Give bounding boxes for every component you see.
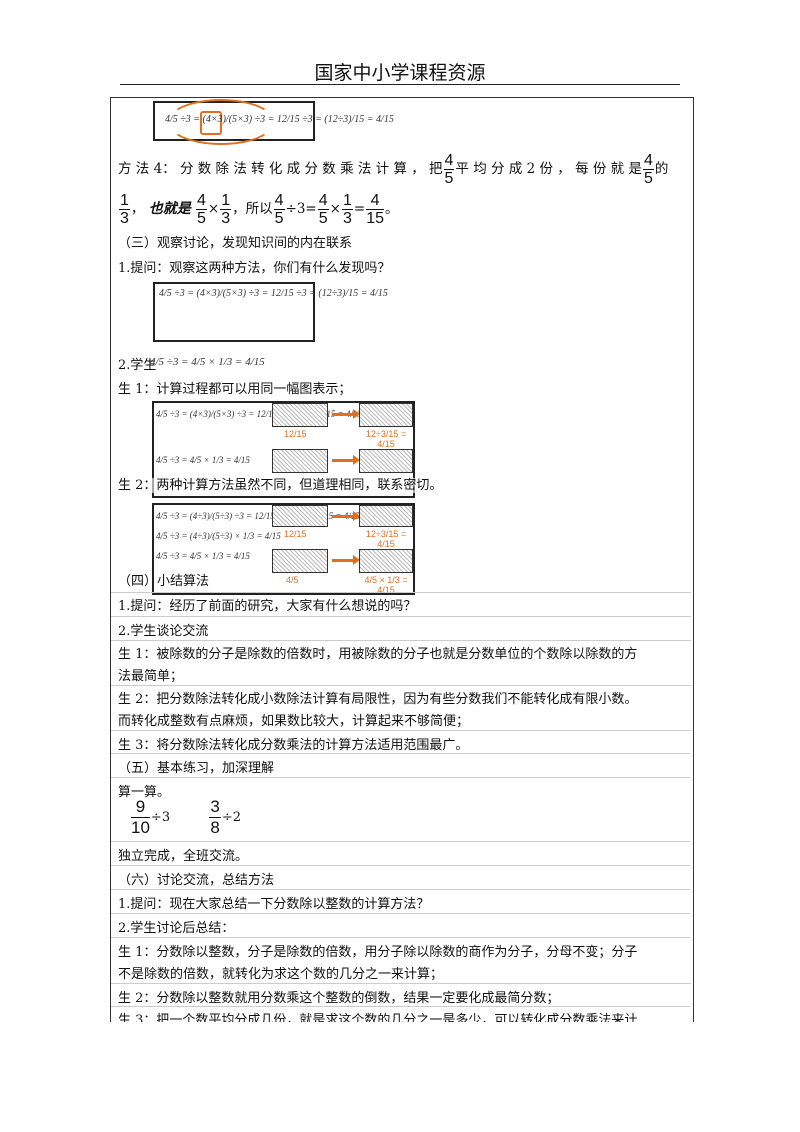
- handwritten-formula: 4/5 ÷3 = 4/5 × 1/3 = 4/15: [156, 455, 250, 465]
- text-line: 生 2：两种计算方法虽然不同，但道理相同，联系密切。: [118, 478, 443, 493]
- text-line: 生 3：将分数除法转化成分数乘法的计算方法适用范围最广。: [118, 738, 469, 753]
- fraction-label: 12÷3/15 = 4/15: [365, 529, 407, 549]
- method4-line2: 1 3， 也就是 4 5 × 1 3 ，所以 4 5 ÷3= 4 5 × 1 3 = 4 15。: [119, 192, 399, 227]
- lesson-table: [110, 97, 694, 1038]
- handwritten-formula: 4/5 ÷3 = (4×3)/(5×3) ÷3 = 12/15 ÷3 = (12…: [159, 288, 388, 299]
- section-3-heading: （三）观察讨论，发现知识间的内在联系: [118, 236, 353, 251]
- handwritten-formula: 4/5 ÷3 = 4/5 × 1/3 = 4/15: [156, 551, 250, 561]
- orange-highlight-box: [200, 111, 222, 135]
- text-line: 1.提问：现在大家总结一下分数除以整数的计算方法？: [118, 897, 430, 912]
- text-line: 生 2：把分数除法转化成小数除法计算有局限性，因为有些分数我们不能转化成有限小数…: [118, 692, 638, 707]
- arrow-icon: [332, 455, 360, 465]
- text-line: 不是除数的倍数，就转化为求这个数的几分之一来计算；: [118, 967, 444, 982]
- exercise-row: 9 10 ÷3 3 8 ÷2: [131, 797, 242, 837]
- text-line: 法最简单；: [118, 669, 184, 684]
- text-line: 独立完成，全班交流。: [118, 849, 249, 864]
- fraction-grid: [359, 549, 413, 573]
- fraction-label: 4/5 × 1/3 = 4/15: [364, 575, 408, 595]
- fraction-grid: [272, 549, 328, 573]
- text-line: 算一算。: [118, 785, 171, 800]
- fraction-grid: [359, 449, 413, 473]
- method-illustration-1: 4/5 ÷3 = (4×3)/(5×3) ÷3 = 12/15 ÷3 = (12…: [153, 99, 394, 145]
- fraction-label: 4/5: [286, 575, 299, 585]
- handwritten-formula: 4/5 ÷3 = 4/5 × 1/3 = 4/15: [150, 356, 265, 368]
- fraction-label: 12/15: [284, 529, 307, 539]
- section-5-heading: （五）基本练习，加深理解: [118, 761, 275, 776]
- handwritten-formula: 4/5 ÷3 = (4÷3)/(5÷3) × 1/3 = 4/15: [156, 531, 281, 541]
- text-line: 而转化成整数有点麻烦，如果数比较大，计算起来不够简便；: [118, 714, 470, 729]
- handwritten-formula: 4/5 ÷3 = (4×3)/(5×3) ÷3 = 12/15 ÷3 = (12…: [156, 409, 362, 419]
- fraction-grid: [272, 449, 328, 473]
- arrow-icon: [332, 555, 360, 565]
- fraction-grid: [272, 403, 328, 427]
- fraction-grid: [359, 403, 413, 427]
- handwritten-formula: 4/5 ÷3 = (4×3)/(5×3) ÷3 = 12/15 ÷3 = (12…: [165, 114, 394, 125]
- text-line: 生 2：分数除以整数就用分数乘这个整数的倒数，结果一定要化成最简分数；: [118, 991, 560, 1006]
- header-divider: [120, 84, 680, 85]
- diagram-illustration-4: 4/5 ÷3 = (4÷3)/(5÷3) ÷3 = 12/15 ÷3 = (12…: [152, 503, 415, 595]
- section-4-heading: （四）小结算法: [118, 574, 210, 589]
- fraction-grid: [359, 505, 413, 527]
- arrow-icon: [332, 409, 360, 419]
- text-line: 生 1：被除数的分子是除数的倍数时，用被除数的分子也就是分数单位的个数除以除数的…: [118, 647, 638, 662]
- text-line: 2.学生讨论后总结：: [118, 921, 235, 936]
- text-line: 2.学生谈论交流: [118, 624, 209, 639]
- method-illustration-2: 4/5 ÷3 = (4×3)/(5×3) ÷3 = 12/15 ÷3 = (12…: [153, 282, 388, 342]
- fraction-label: 12/15: [284, 429, 307, 439]
- handwritten-formula: 4/5 ÷3 = (4÷3)/(5÷3) ÷3 = 12/15 ÷3 = (12…: [156, 511, 360, 521]
- arrow-icon: [332, 511, 360, 521]
- page-header-title: 国家中小学课程资源: [314, 62, 486, 84]
- orange-arc: [167, 99, 275, 145]
- text-line: 生 1：计算过程都可以用同一幅图表示；: [118, 382, 352, 397]
- text-line: 1.提问：观察这两种方法，你们有什么发现吗？: [118, 261, 391, 276]
- text-line: 1.提问：经历了前面的研究，大家有什么想说的吗？: [118, 599, 417, 614]
- text-line: 生 1：分数除以整数，分子是除数的倍数，用分子除以除数的商作为分子，分母不变；分…: [118, 945, 638, 960]
- fraction-label: 12÷3/15 = 4/15: [365, 429, 407, 449]
- fraction-grid: [272, 505, 328, 527]
- text-line: 2.学生: [118, 358, 157, 373]
- section-6-heading: （六）讨论交流，总结方法: [118, 873, 275, 888]
